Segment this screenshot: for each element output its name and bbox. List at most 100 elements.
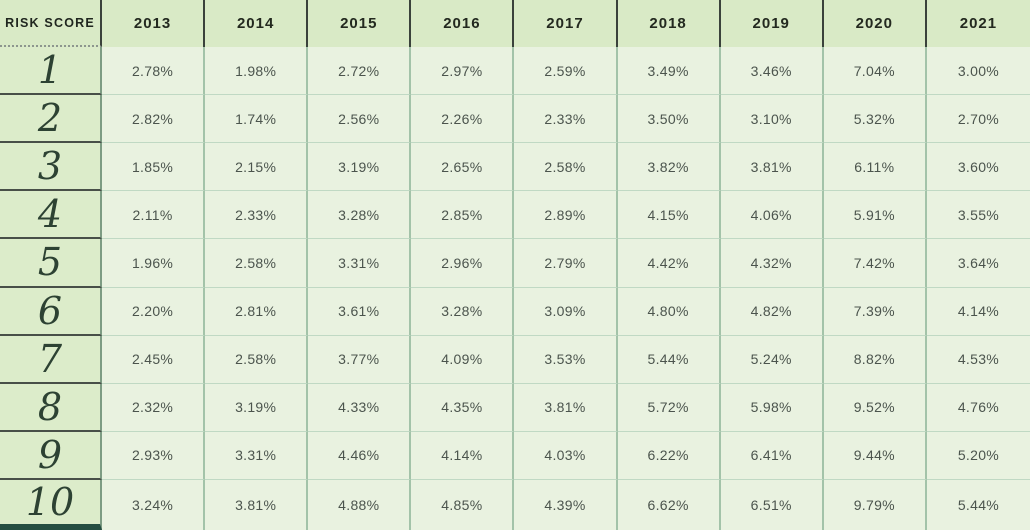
- table-cell: 3.24%: [102, 479, 206, 530]
- row-label-10: 10: [0, 479, 102, 530]
- table-cell: 2.65%: [411, 143, 515, 192]
- table-cell: 2.93%: [102, 431, 206, 480]
- row-label-1: 1: [0, 47, 102, 96]
- table-cell: 2.89%: [514, 191, 618, 240]
- table-cell: 2.72%: [308, 47, 412, 96]
- row-label-5: 5: [0, 239, 102, 288]
- table-cell: 3.55%: [926, 191, 1030, 240]
- column-header-2014: 2014: [205, 0, 309, 47]
- table-cell: 6.41%: [720, 431, 824, 480]
- table-cell: 2.79%: [514, 239, 618, 288]
- row-label-8: 8: [0, 383, 102, 432]
- table-cell: 2.58%: [514, 143, 618, 192]
- table-cell: 4.15%: [617, 191, 721, 240]
- table-cell: 4.03%: [514, 431, 618, 480]
- table-cell: 3.31%: [308, 239, 412, 288]
- row-label-9: 9: [0, 431, 102, 480]
- table-cell: 4.14%: [411, 431, 515, 480]
- table-cell: 2.33%: [514, 95, 618, 144]
- column-header-2016: 2016: [411, 0, 515, 47]
- table-cell: 2.58%: [205, 239, 309, 288]
- table-cell: 1.96%: [102, 239, 206, 288]
- table-cell: 2.58%: [205, 335, 309, 384]
- table-cell: 7.42%: [823, 239, 927, 288]
- table-cell: 4.46%: [308, 431, 412, 480]
- table-cell: 3.81%: [720, 143, 824, 192]
- table-cell: 5.24%: [720, 335, 824, 384]
- table-cell: 3.28%: [308, 191, 412, 240]
- table-cell: 4.33%: [308, 383, 412, 432]
- column-header-2018: 2018: [617, 0, 721, 47]
- table-cell: 4.32%: [720, 239, 824, 288]
- table-cell: 2.85%: [411, 191, 515, 240]
- table-cell: 3.50%: [617, 95, 721, 144]
- table-cell: 4.09%: [411, 335, 515, 384]
- table-cell: 4.14%: [926, 287, 1030, 336]
- table-cell: 3.00%: [926, 47, 1030, 96]
- table-cell: 4.06%: [720, 191, 824, 240]
- table-cell: 2.11%: [102, 191, 206, 240]
- table-cell: 1.98%: [205, 47, 309, 96]
- table-cell: 2.59%: [514, 47, 618, 96]
- table-cell: 3.82%: [617, 143, 721, 192]
- table-cell: 3.09%: [514, 287, 618, 336]
- table-cell: 4.85%: [411, 479, 515, 530]
- row-label-3: 3: [0, 143, 102, 192]
- table-cell: 3.81%: [205, 479, 309, 530]
- table-cell: 6.62%: [617, 479, 721, 530]
- table-cell: 5.98%: [720, 383, 824, 432]
- table-cell: 5.32%: [823, 95, 927, 144]
- table-cell: 4.35%: [411, 383, 515, 432]
- table-cell: 2.70%: [926, 95, 1030, 144]
- table-cell: 2.32%: [102, 383, 206, 432]
- table-cell: 3.49%: [617, 47, 721, 96]
- table-cell: 9.79%: [823, 479, 927, 530]
- table-cell: 2.26%: [411, 95, 515, 144]
- column-header-2013: 2013: [102, 0, 206, 47]
- row-label-6: 6: [0, 287, 102, 336]
- column-header-2017: 2017: [514, 0, 618, 47]
- column-header-2019: 2019: [720, 0, 824, 47]
- table-cell: 8.82%: [823, 335, 927, 384]
- table-cell: 4.88%: [308, 479, 412, 530]
- corner-header-risk-score: RISK SCORE: [0, 0, 102, 47]
- table-cell: 6.51%: [720, 479, 824, 530]
- row-label-4: 4: [0, 191, 102, 240]
- table-cell: 6.22%: [617, 431, 721, 480]
- table-cell: 3.64%: [926, 239, 1030, 288]
- table-cell: 1.74%: [205, 95, 309, 144]
- table-cell: 3.10%: [720, 95, 824, 144]
- row-label-2: 2: [0, 95, 102, 144]
- table-cell: 5.20%: [926, 431, 1030, 480]
- table-cell: 4.42%: [617, 239, 721, 288]
- table-cell: 3.31%: [205, 431, 309, 480]
- table-cell: 5.91%: [823, 191, 927, 240]
- table-cell: 4.80%: [617, 287, 721, 336]
- table-cell: 6.11%: [823, 143, 927, 192]
- table-cell: 2.20%: [102, 287, 206, 336]
- table-cell: 2.15%: [205, 143, 309, 192]
- table-cell: 3.46%: [720, 47, 824, 96]
- table-cell: 3.77%: [308, 335, 412, 384]
- table-cell: 2.56%: [308, 95, 412, 144]
- column-header-2021: 2021: [926, 0, 1030, 47]
- table-cell: 2.97%: [411, 47, 515, 96]
- table-cell: 2.81%: [205, 287, 309, 336]
- table-cell: 5.44%: [926, 479, 1030, 530]
- table-cell: 3.60%: [926, 143, 1030, 192]
- table-cell: 4.53%: [926, 335, 1030, 384]
- row-label-7: 7: [0, 335, 102, 384]
- table-cell: 3.53%: [514, 335, 618, 384]
- table-cell: 7.39%: [823, 287, 927, 336]
- table-cell: 2.45%: [102, 335, 206, 384]
- table-cell: 2.33%: [205, 191, 309, 240]
- table-cell: 9.44%: [823, 431, 927, 480]
- table-cell: 3.81%: [514, 383, 618, 432]
- table-cell: 4.39%: [514, 479, 618, 530]
- column-header-2015: 2015: [308, 0, 412, 47]
- table-cell: 1.85%: [102, 143, 206, 192]
- table-cell: 5.72%: [617, 383, 721, 432]
- table-cell: 2.96%: [411, 239, 515, 288]
- column-header-2020: 2020: [823, 0, 927, 47]
